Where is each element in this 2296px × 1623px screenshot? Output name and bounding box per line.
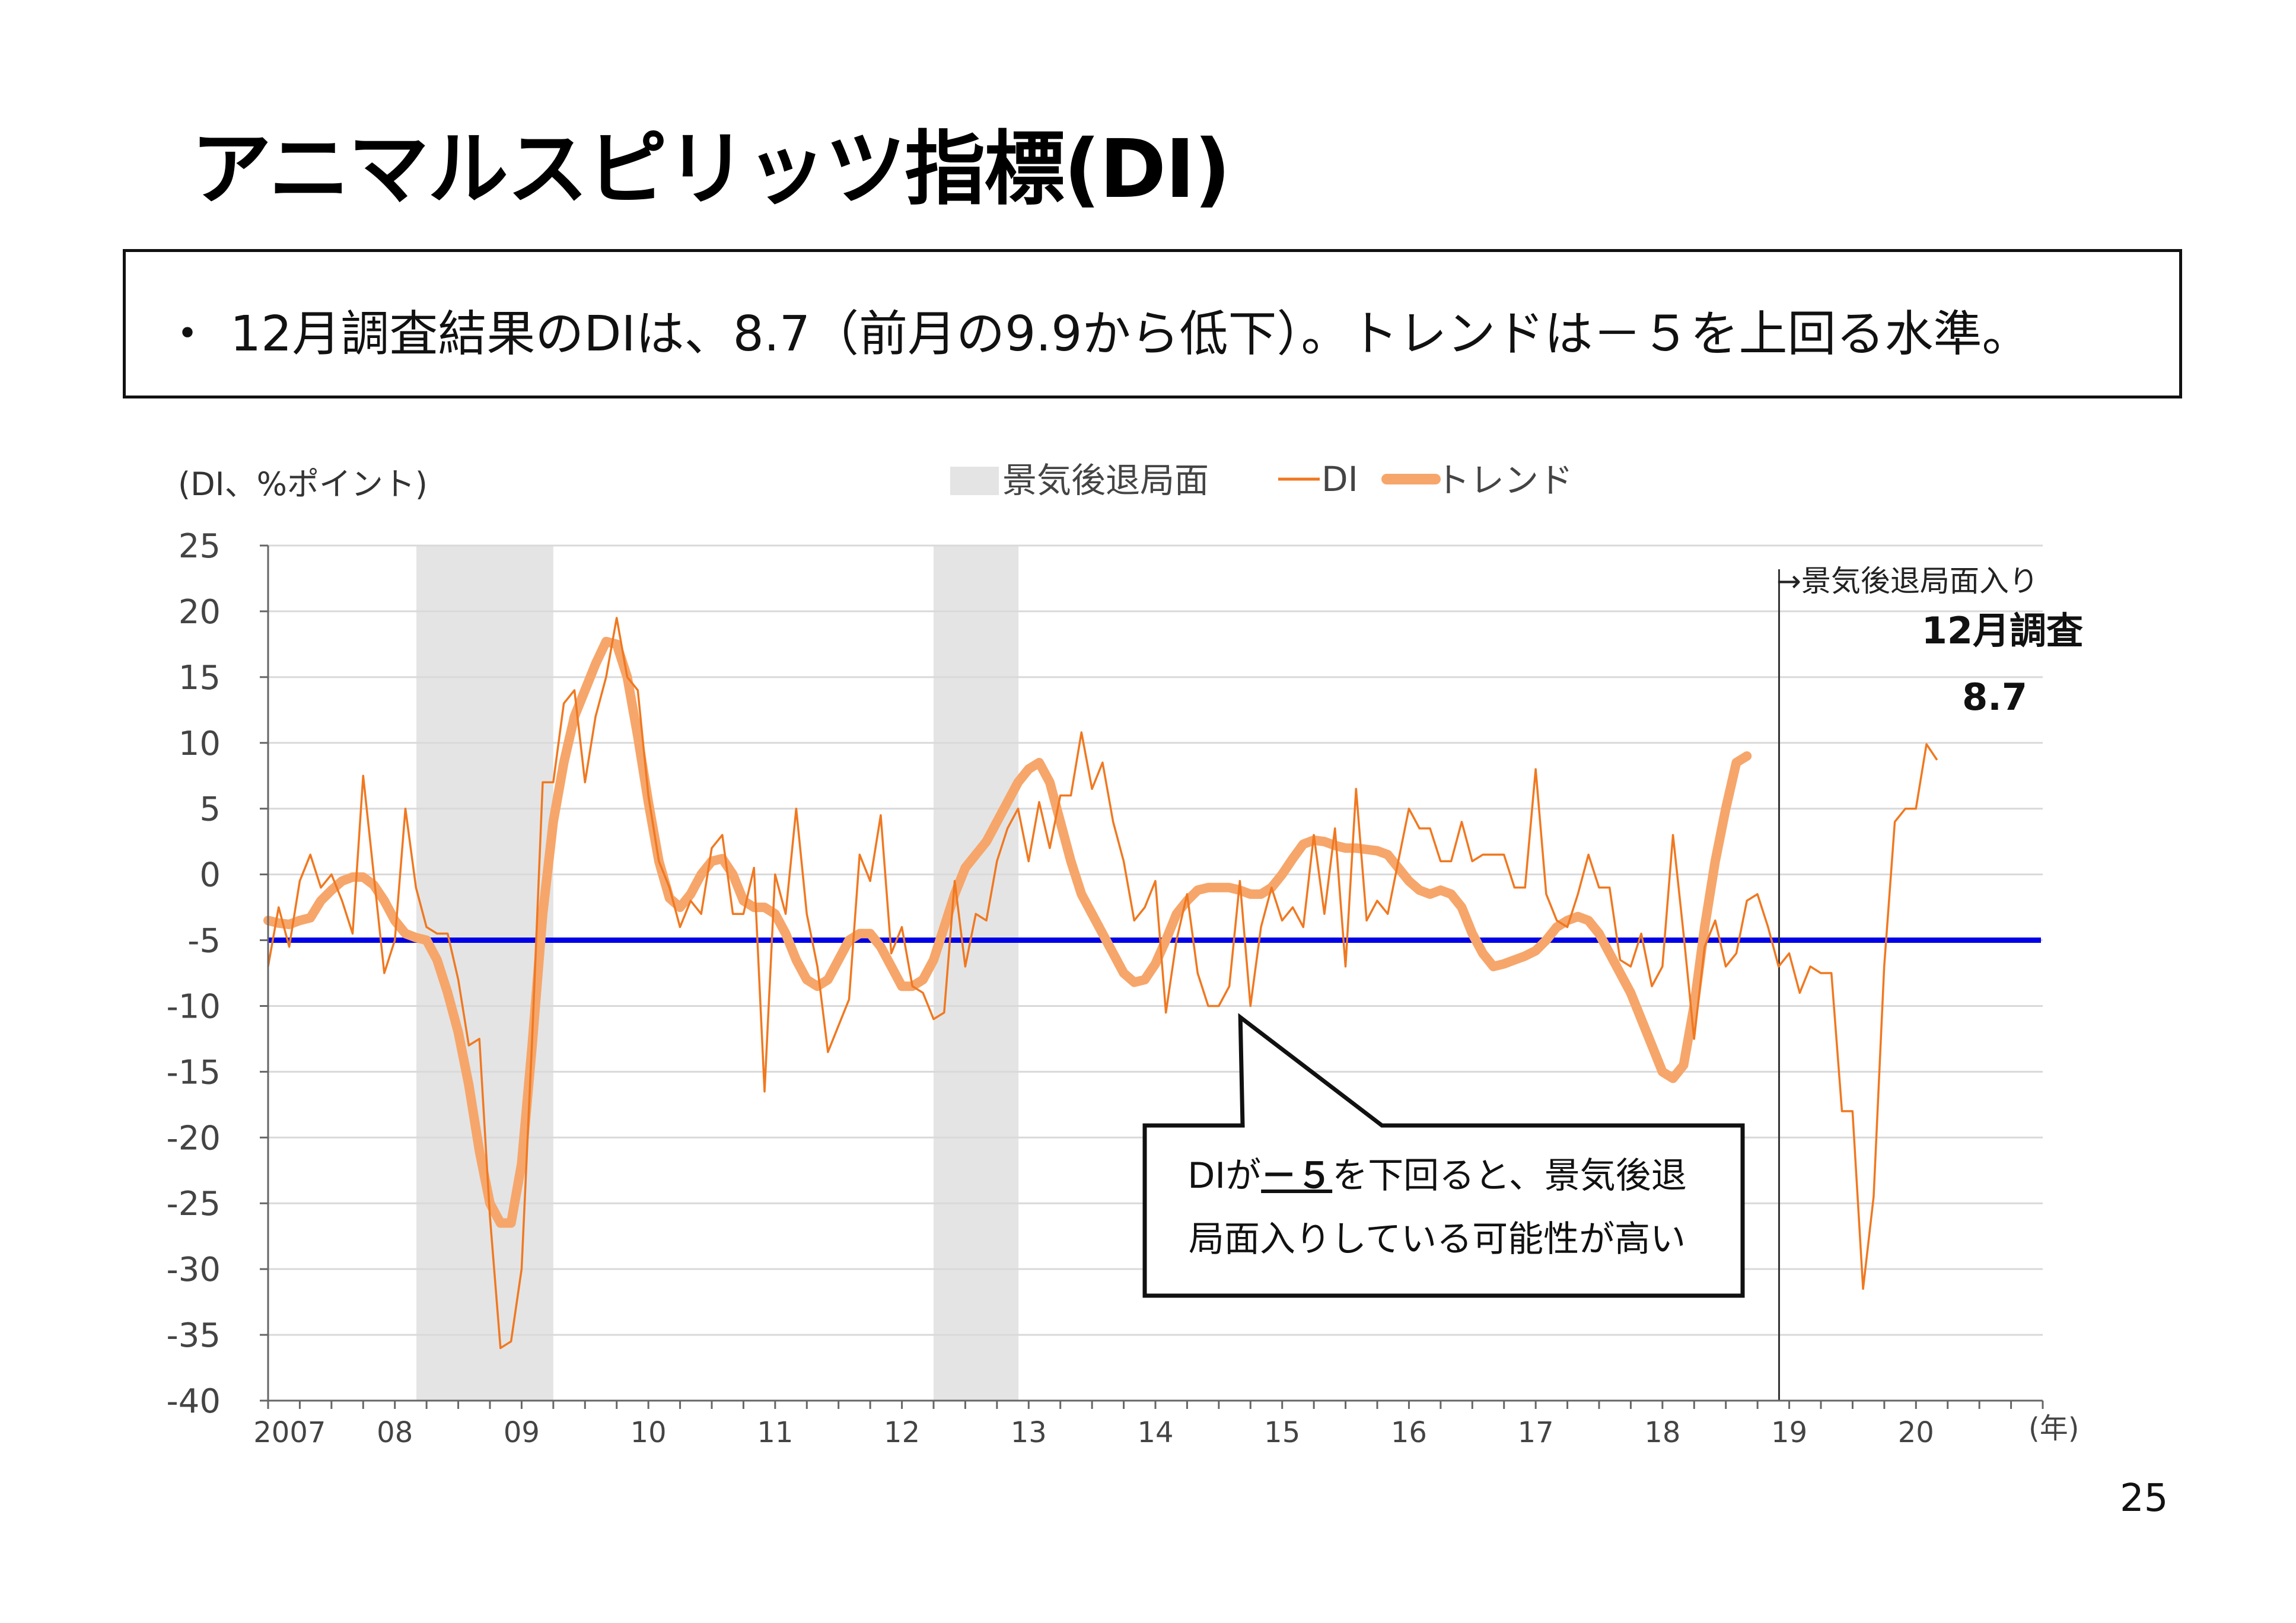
y-tick-label: -30 — [167, 1251, 221, 1289]
callout-line-1-after: を下回ると、景気後退 — [1332, 1155, 1687, 1197]
legend-di-label: DI — [1321, 459, 1358, 499]
x-tick-label: 12 — [884, 1416, 920, 1449]
x-tick-label: 10 — [630, 1416, 667, 1449]
y-tick-label: 10 — [179, 725, 221, 763]
y-tick-label: -10 — [167, 987, 221, 1026]
x-tick-label: 09 — [504, 1416, 540, 1449]
legend-trend-label: トレンド — [1435, 460, 1573, 500]
callout-line-1-before: DIが — [1187, 1155, 1261, 1197]
legend: 景気後退局面 DI トレンド — [950, 459, 1573, 500]
y-tick-label: 25 — [179, 527, 221, 566]
di-series-line — [267, 617, 1938, 1350]
y-tick-label: 15 — [179, 659, 221, 697]
y-tick-label: -35 — [167, 1316, 221, 1355]
latest-survey-label: 12月調査 — [1922, 609, 2083, 652]
x-tick-label: 13 — [1011, 1416, 1047, 1449]
summary-box — [123, 249, 2182, 398]
summary-bullet: ・ — [163, 306, 212, 362]
summary-text: 12月調査結果のDIは、8.7（前月の9.9から低下）。トレンドは－５を上回る水… — [230, 306, 2031, 362]
y-tick-label: 5 — [199, 790, 221, 829]
callout-line-1: DIが－５を下回ると、景気後退 — [1187, 1155, 1687, 1197]
y-tick-label: -25 — [167, 1185, 221, 1223]
y-tick-label: -40 — [167, 1382, 221, 1421]
y-tick-label: -5 — [187, 922, 221, 961]
legend-recession-label: 景気後退局面 — [1002, 460, 1209, 500]
x-tick-label: 19 — [1771, 1416, 1807, 1449]
recession-entry-note: →景気後退局面入り — [1776, 564, 2039, 598]
x-tick-label: 2007 — [253, 1416, 326, 1449]
callout-emphasis: －５ — [1261, 1155, 1332, 1197]
x-tick-label: 11 — [757, 1416, 793, 1449]
callout-box: DIが－５を下回ると、景気後退 局面入りしている可能性が高い — [1142, 1013, 1745, 1298]
legend-recession-swatch — [950, 467, 999, 495]
page-number: 25 — [2120, 1477, 2168, 1520]
x-tick-label: 17 — [1518, 1416, 1554, 1449]
x-tick-label: 18 — [1644, 1416, 1680, 1449]
callout-line-2: 局面入りしている可能性が高い — [1189, 1219, 1686, 1260]
x-tick-label: 08 — [377, 1416, 413, 1449]
y-tick-label: 20 — [179, 593, 221, 632]
y-tick-label: -20 — [167, 1119, 221, 1158]
x-tick-label: 15 — [1264, 1416, 1300, 1449]
latest-value-label: 8.7 — [1962, 675, 2027, 719]
x-tick-label: 20 — [1898, 1416, 1934, 1449]
x-tick-label: 14 — [1137, 1416, 1173, 1449]
x-tick-label: 16 — [1391, 1416, 1427, 1449]
x-axis-unit-label: (年) — [2028, 1412, 2079, 1445]
trend-series-line — [263, 636, 1752, 1228]
page-title: アニマルスピリッツ指標(DI) — [191, 123, 1231, 216]
y-axis-label: (DI、%ポイント) — [178, 465, 428, 503]
y-tick-label: -15 — [167, 1053, 221, 1092]
callout-bubble — [1142, 1013, 1745, 1298]
y-tick-label: 0 — [199, 856, 221, 895]
